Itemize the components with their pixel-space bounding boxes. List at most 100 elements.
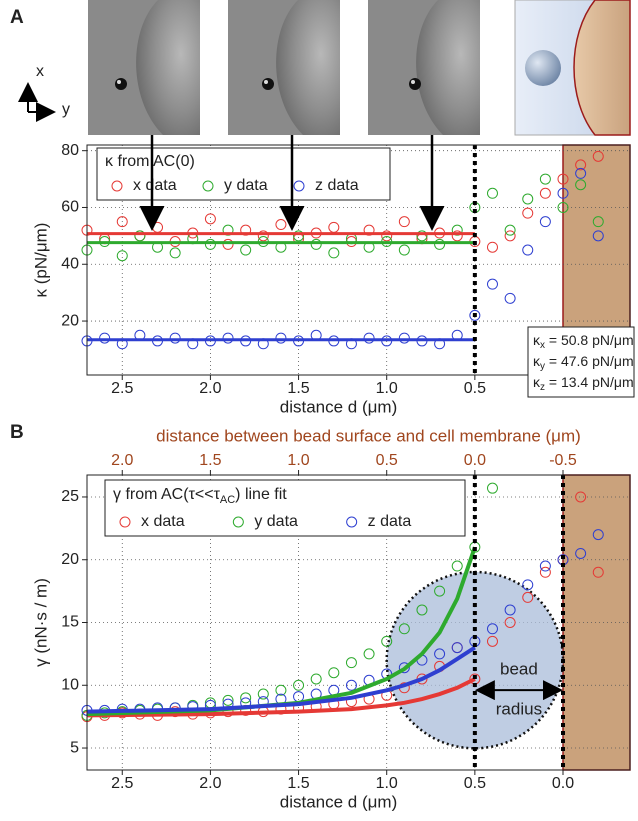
data-point (522, 579, 534, 591)
legend-title: γ from AC(τ<<τAC) line fit (113, 486, 287, 506)
data-point (592, 566, 604, 578)
data-point (328, 667, 340, 679)
data-point (116, 250, 128, 262)
plot-frame (86, 144, 631, 376)
data-point (398, 244, 410, 256)
data-point (575, 167, 587, 179)
x2-tick-label: -0.5 (549, 452, 577, 469)
axis-x-label: x (36, 63, 44, 80)
data-point (222, 694, 234, 706)
y-tick-label: 10 (61, 676, 79, 693)
data-point (557, 187, 569, 199)
x-tick-label: 2.0 (199, 775, 221, 792)
legend-box (104, 479, 466, 537)
x-tick-label: 0.5 (464, 380, 486, 397)
data-point (310, 238, 322, 250)
legend-title-part: γ from AC(τ<<τ (113, 486, 221, 503)
data-point (310, 673, 322, 685)
x-tick-label: 1.5 (287, 775, 309, 792)
data-point (504, 224, 516, 236)
data-point (240, 692, 252, 704)
annotation: κx = 50.8 pN/μm (533, 332, 634, 351)
panel-label: A (10, 7, 24, 28)
data-point (222, 238, 234, 250)
data-point (363, 224, 375, 236)
data-point (486, 187, 498, 199)
annotation-box (527, 326, 635, 398)
data-point (522, 207, 534, 219)
x-tick-label: 1.0 (376, 775, 398, 792)
legend-label: x data (133, 177, 177, 194)
x-tick-label: 0.5 (464, 775, 486, 792)
y-tick-label: 15 (61, 614, 79, 631)
data-point (592, 230, 604, 242)
data-point (539, 173, 551, 185)
data-point (504, 292, 516, 304)
legend-label: y data (224, 177, 268, 194)
data-point (222, 224, 234, 236)
plot: 2.5 2.0 1.5 1.0 0.5 0.0 5 10 15 20 25 2.0 1.5 1.0 0.5 0… (31, 426, 631, 811)
data-point (240, 244, 252, 256)
data-point (504, 617, 516, 628)
annotation-text: = 13.4 pN/μm (545, 374, 634, 390)
data-point (293, 679, 305, 691)
data-point (539, 216, 551, 228)
data-point (398, 623, 410, 635)
legend-label: z data (315, 177, 359, 194)
annotation-text: = 50.8 pN/μm (545, 332, 634, 348)
annotation-symbol: κ (533, 332, 541, 348)
data-point (204, 213, 216, 225)
legend-marker (232, 516, 244, 528)
data-point (240, 224, 252, 236)
data-point (575, 547, 587, 559)
data-point (522, 591, 534, 603)
x-axis-label: distance d (μm) (280, 792, 398, 811)
data-point (504, 604, 516, 616)
x2-tick-label: 0.0 (464, 452, 486, 469)
data-point (575, 159, 587, 171)
data-point (169, 332, 181, 344)
data-point (451, 642, 463, 654)
data-point (539, 187, 551, 199)
annotation-sub: y (540, 361, 545, 372)
data-point (204, 238, 216, 250)
data-point (592, 150, 604, 162)
legend-title: κ from AC(0) (105, 153, 195, 170)
y-axis-label: γ (nN·s / m) (31, 578, 50, 667)
data-point (522, 244, 534, 256)
data-point (363, 332, 375, 344)
data-point (592, 529, 604, 541)
data-point (99, 332, 111, 344)
x2-tick-label: 1.5 (199, 452, 221, 469)
plot-frame (86, 474, 631, 771)
legend-title-part: ) line fit (235, 486, 287, 503)
x-tick-label: 2.5 (111, 775, 133, 792)
data-point (486, 241, 498, 253)
data-point (486, 278, 498, 290)
legend-title-sub: AC (220, 494, 235, 506)
panel-label: B (10, 422, 24, 443)
image-arrows (139, 135, 445, 231)
y-axis-label: κ (pN/μm) (31, 223, 50, 298)
x-tick-label: 0.0 (552, 775, 574, 792)
data-point (275, 219, 287, 231)
data-point (345, 657, 357, 669)
annotation-symbol: κ (533, 353, 541, 369)
data-point (592, 216, 604, 228)
data-point (293, 691, 305, 703)
x2-tick-label: 2.0 (111, 452, 133, 469)
data-point (451, 560, 463, 572)
legend-box (96, 147, 391, 201)
data-point (434, 238, 446, 250)
annotation-sub: x (540, 340, 545, 351)
legend-marker (346, 516, 358, 528)
annotation-text: = 47.6 pN/μm (545, 353, 634, 369)
annotation-sub: z (540, 382, 545, 393)
data-point (434, 585, 446, 597)
data-point (469, 309, 481, 321)
y-tick-label: 25 (61, 488, 79, 505)
annotation: κy = 47.6 pN/μm (533, 353, 634, 372)
data-point (434, 648, 446, 660)
y-tick-label: 20 (61, 551, 79, 568)
